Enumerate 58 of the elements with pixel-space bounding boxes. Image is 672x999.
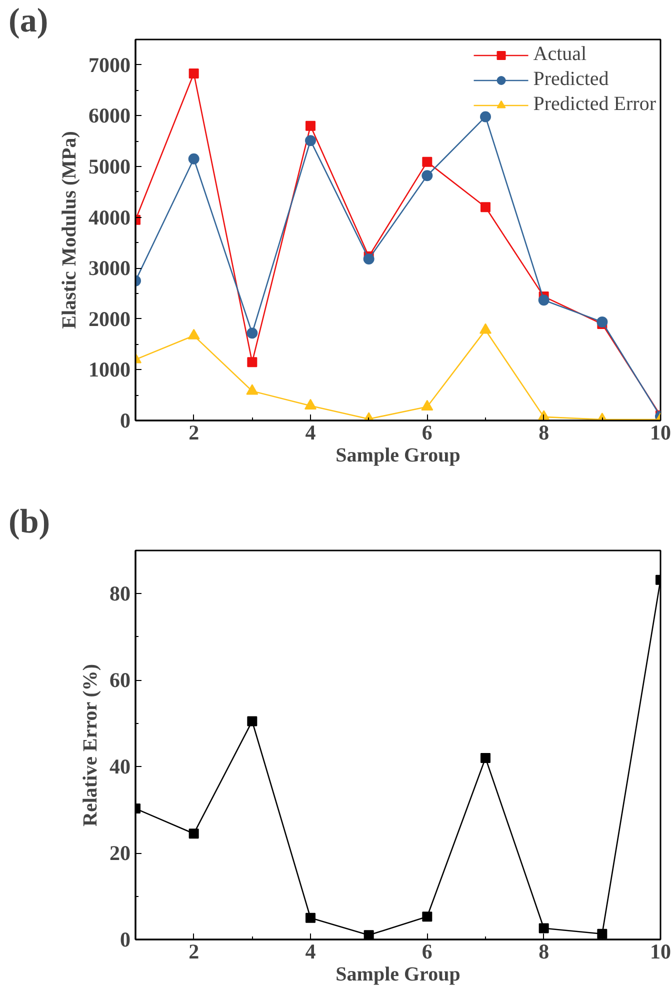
point (246, 328, 258, 339)
legend-label: Predicted (533, 68, 609, 91)
legend-label: Predicted Error (533, 93, 656, 116)
point (306, 120, 316, 131)
point (480, 202, 490, 212)
x-axis-title: Sample Group (336, 964, 460, 986)
point (247, 357, 258, 368)
point (304, 398, 316, 410)
y-tick-label: 0 (120, 928, 130, 952)
x-tick-label: 6 (422, 940, 432, 964)
x-tick-label: 4 (305, 940, 316, 964)
text: (b) (8, 504, 50, 540)
y-tick-label: 80 (110, 582, 130, 606)
y-axis-title: Relative Error (%) (80, 664, 102, 826)
x-tick-label: 10 (650, 420, 671, 444)
point (480, 111, 491, 122)
point (480, 752, 490, 763)
point (364, 930, 374, 940)
y-tick-label: 7000 (88, 52, 130, 77)
point (188, 328, 200, 340)
point (188, 828, 199, 839)
y-tick-label: 1000 (88, 358, 130, 382)
point (305, 135, 316, 146)
point (247, 716, 258, 726)
x-tick-label: 2 (188, 420, 200, 444)
y-tick-label: 5000 (88, 154, 130, 178)
point (422, 156, 432, 167)
y-axis-title: Elastic Modulus (MPa) (58, 131, 80, 329)
y-tick-label: 6000 (88, 104, 130, 128)
y-tick-label: 20 (110, 841, 130, 866)
point (538, 923, 549, 934)
y-tick-label: 40 (110, 754, 130, 779)
point (480, 323, 492, 334)
point (596, 316, 608, 328)
point (597, 928, 608, 939)
point (306, 912, 316, 923)
point (538, 294, 550, 306)
point (422, 170, 433, 182)
y-tick-label: 2000 (88, 306, 130, 331)
point (246, 384, 258, 395)
x-tick-label: 2 (188, 940, 200, 964)
y-tick-label: 4000 (88, 205, 130, 230)
y-tick-label: 0 (120, 408, 130, 432)
text: (a) (8, 2, 48, 40)
y-tick-label: 3000 (88, 256, 130, 280)
point (421, 400, 434, 410)
x-tick-label: 10 (650, 940, 671, 964)
point (188, 68, 199, 79)
legend-label: Actual (533, 43, 587, 66)
x-tick-label: 8 (538, 420, 550, 444)
x-axis-title: Sample Group (336, 444, 460, 466)
x-tick-label: 6 (422, 420, 432, 444)
y-tick-label: 60 (110, 668, 130, 692)
point (363, 253, 374, 264)
point (188, 153, 200, 164)
x-tick-label: 8 (538, 940, 550, 964)
x-tick-label: 4 (305, 420, 316, 444)
point (422, 912, 432, 922)
